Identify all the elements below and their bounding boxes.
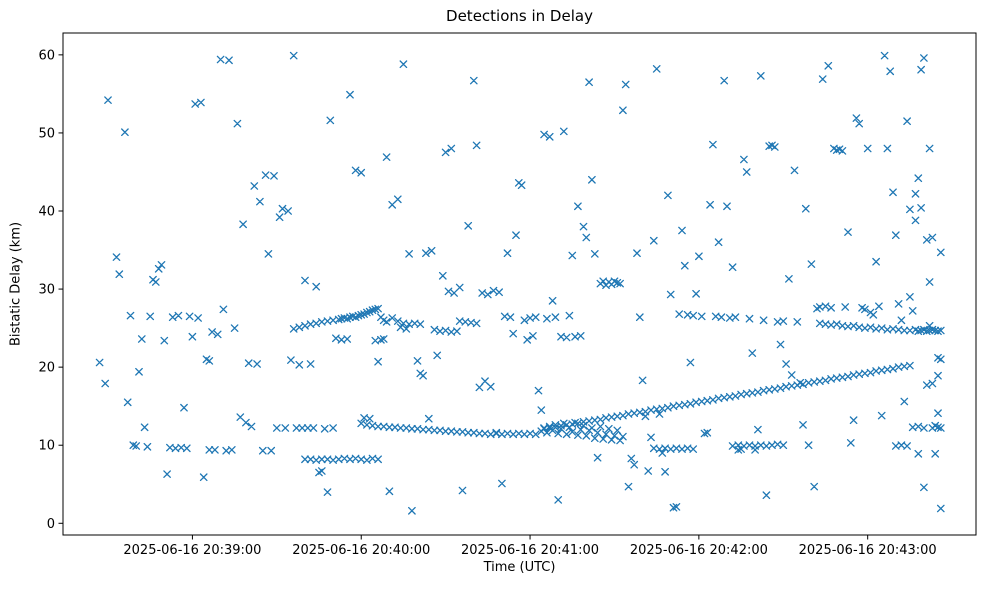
x-tick-label: 2025-06-16 20:43:00 bbox=[799, 543, 937, 558]
x-tick-label: 2025-06-16 20:41:00 bbox=[461, 543, 599, 558]
y-tick-label: 30 bbox=[38, 283, 55, 298]
y-tick-label: 20 bbox=[38, 361, 55, 376]
scatter-x-markers bbox=[95, 51, 945, 515]
y-tick-label: 60 bbox=[38, 48, 55, 63]
x-tick-label: 2025-06-16 20:42:00 bbox=[630, 543, 768, 558]
y-tick-label: 0 bbox=[47, 517, 55, 532]
x-tick-label: 2025-06-16 20:40:00 bbox=[292, 543, 430, 558]
x-axis-label: Time (UTC) bbox=[483, 560, 556, 575]
y-tick-label: 10 bbox=[38, 439, 55, 454]
y-axis-label: Bistatic Delay (km) bbox=[8, 221, 24, 347]
x-tick-label: 2025-06-16 20:39:00 bbox=[123, 543, 261, 558]
chart-title: Detections in Delay bbox=[446, 7, 593, 25]
axes-spines bbox=[62, 32, 977, 536]
y-tick-label: 40 bbox=[38, 205, 55, 220]
y-tick-label: 50 bbox=[38, 126, 55, 141]
